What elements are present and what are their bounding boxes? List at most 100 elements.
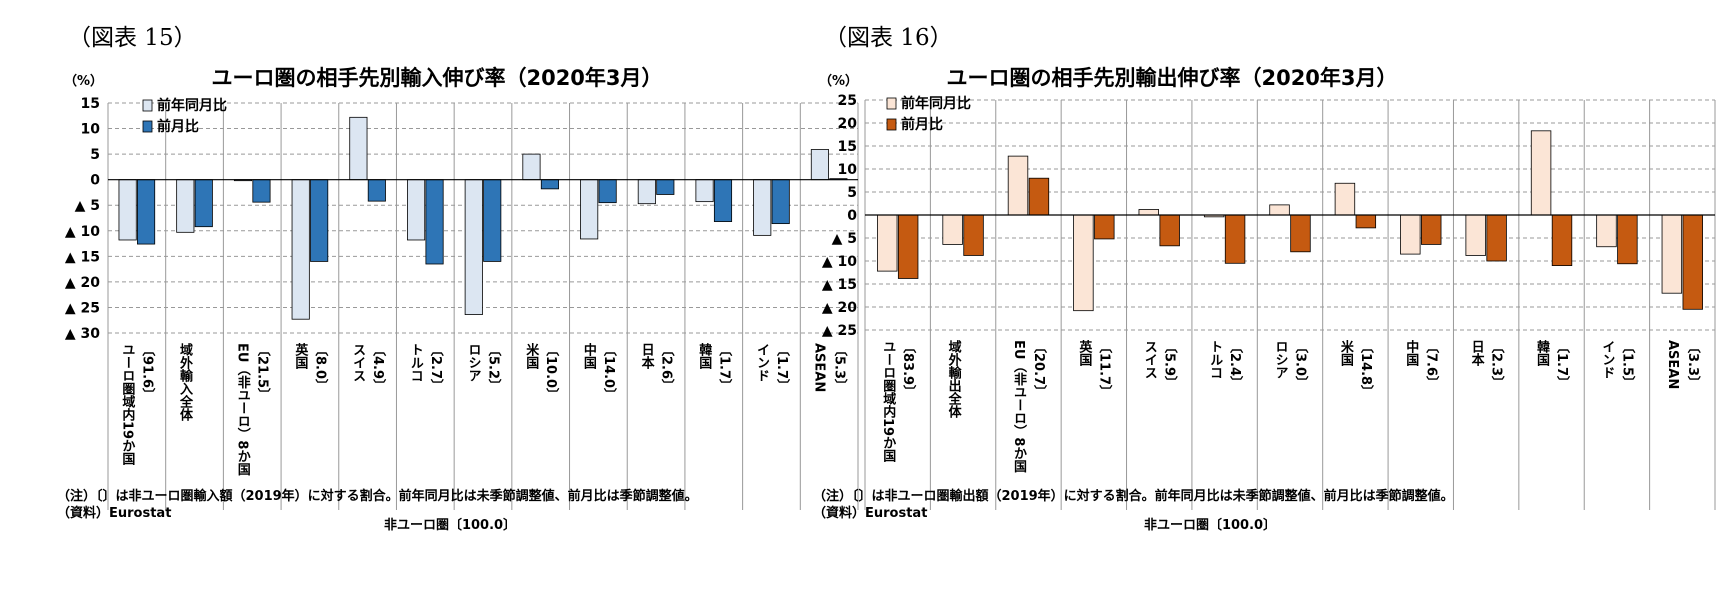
bar-mom bbox=[963, 214, 984, 256]
bar-yoy bbox=[1400, 214, 1421, 255]
bar-yoy bbox=[1138, 209, 1159, 216]
source-note: （資料）Eurostat bbox=[813, 506, 928, 521]
bar-mom bbox=[1159, 214, 1180, 247]
category-label: ASEAN bbox=[812, 343, 827, 392]
category-share-label: 〔1.7〕 bbox=[1554, 340, 1571, 389]
category-label: ロシア bbox=[1273, 340, 1288, 379]
bar-yoy bbox=[580, 179, 599, 240]
y-tick-label: ▲ 10 bbox=[822, 254, 857, 270]
y-tick-label: ▲ 15 bbox=[822, 277, 857, 293]
category-label: トルコ bbox=[1207, 340, 1223, 379]
bar-mom bbox=[310, 179, 329, 262]
legend-entry: 前月比 bbox=[157, 118, 199, 135]
bar-mom bbox=[194, 179, 213, 228]
bar-yoy bbox=[1269, 204, 1290, 216]
bar-yoy bbox=[810, 149, 829, 181]
bar-mom bbox=[598, 179, 617, 204]
y-tick-label: ▲ 5 bbox=[832, 231, 857, 247]
category-label: 域外輸入全体 bbox=[177, 342, 194, 422]
bar-yoy bbox=[1007, 155, 1029, 216]
legend-entry: 前年同月比 bbox=[157, 97, 227, 114]
y-tick-label: ▲ 10 bbox=[65, 224, 100, 240]
category-share-label: 〔2.7〕 bbox=[428, 343, 445, 392]
figure-label: （図表 16） bbox=[824, 25, 953, 51]
category-share-label: 〔2.3〕 bbox=[1489, 340, 1506, 389]
category-share-label: 〔5.2〕 bbox=[486, 343, 503, 392]
bar-mom bbox=[1682, 214, 1703, 310]
category-share-label: 〔2.4〕 bbox=[1227, 340, 1244, 389]
chart-title: ユーロ圏の相手先別輸入伸び率（2020年3月） bbox=[211, 66, 663, 90]
legend-swatch-yoy bbox=[886, 97, 897, 110]
bar-mom bbox=[1486, 214, 1507, 262]
category-share-label: 〔3.0〕 bbox=[1293, 340, 1310, 389]
y-tick-label: ▲ 25 bbox=[822, 323, 857, 339]
category-share-label: 〔1.5〕 bbox=[1619, 340, 1636, 389]
footnote: （注）〔〕は非ユーロ圏輸出額（2019年）に対する割合。前年同月比は未季節調整値… bbox=[813, 489, 1454, 504]
y-tick-label: 15 bbox=[81, 96, 100, 112]
bar-mom bbox=[713, 179, 733, 222]
bar-mom bbox=[656, 179, 675, 195]
category-label: ユーロ圏域内19か国 bbox=[119, 343, 135, 467]
bar-mom bbox=[897, 214, 919, 279]
non-euro-group-label: 非ユーロ圏〔100.0〕 bbox=[1143, 518, 1277, 533]
bar-yoy bbox=[176, 179, 195, 233]
bar-yoy bbox=[1596, 214, 1617, 248]
category-label: 日本 bbox=[1469, 340, 1485, 367]
bar-yoy bbox=[1465, 214, 1486, 256]
bar-yoy bbox=[1334, 182, 1356, 216]
y-tick-label: 10 bbox=[81, 122, 101, 138]
category-share-label: 〔3.3〕 bbox=[1685, 340, 1702, 389]
category-share-label: 〔11.7〕 bbox=[1096, 340, 1113, 398]
category-label: EU（非ユーロ）8か国 bbox=[1011, 340, 1028, 474]
bar-yoy bbox=[877, 214, 898, 272]
bar-yoy bbox=[1530, 130, 1552, 216]
y-unit-label: （%） bbox=[64, 74, 104, 89]
import-chart-panel: （図表 15） ユーロ圏の相手先別輸入伸び率（2020年3月） （%） 15 10… bbox=[57, 25, 859, 533]
bar-yoy bbox=[753, 179, 772, 236]
y-tick-label: 25 bbox=[838, 93, 857, 109]
category-label: 域外輸出全体 bbox=[946, 339, 963, 419]
category-share-label: 〔2.6〕 bbox=[659, 343, 676, 392]
legend-swatch-mom bbox=[886, 118, 897, 131]
legend-entry: 前月比 bbox=[901, 116, 943, 133]
y-tick-label: ▲ 25 bbox=[65, 300, 100, 316]
category-label: スイス bbox=[350, 343, 366, 382]
y-tick-label: 0 bbox=[90, 173, 100, 189]
category-share-label: 〔5.3〕 bbox=[832, 343, 849, 392]
bar-yoy bbox=[1661, 214, 1683, 294]
bar-yoy bbox=[522, 153, 541, 181]
bar-yoy bbox=[464, 179, 483, 316]
category-share-label: 〔4.9〕 bbox=[370, 343, 387, 392]
category-label: 日本 bbox=[639, 343, 655, 370]
non-euro-group-label: 非ユーロ圏〔100.0〕 bbox=[383, 518, 517, 533]
y-tick-label: 10 bbox=[838, 162, 858, 178]
bar-mom bbox=[1290, 214, 1311, 253]
category-share-label: 〔14.0〕 bbox=[601, 343, 618, 401]
y-tick-label: ▲ 20 bbox=[65, 275, 100, 291]
category-label: インド bbox=[1599, 340, 1615, 379]
bar-mom bbox=[1094, 214, 1115, 240]
category-share-label: 〔1.7〕 bbox=[716, 343, 733, 392]
y-tick-label: 5 bbox=[90, 147, 100, 163]
bar-mom bbox=[483, 179, 502, 262]
category-label: 英国 bbox=[292, 342, 309, 370]
source-note: （資料）Eurostat bbox=[57, 506, 172, 521]
bar-mom bbox=[1421, 214, 1442, 245]
category-label: ユーロ圏域内19か国 bbox=[880, 340, 896, 464]
category-share-label: 〔91.6〕 bbox=[139, 343, 156, 401]
category-share-label: 〔10.0〕 bbox=[543, 343, 560, 401]
y-tick-label: ▲ 20 bbox=[822, 300, 857, 316]
y-tick-label: 5 bbox=[847, 185, 857, 201]
bar-yoy bbox=[349, 116, 368, 181]
category-label: EU（非ユーロ）8か国 bbox=[235, 343, 252, 477]
bar-mom bbox=[425, 179, 444, 265]
export-chart-panel: （図表 16） ユーロ圏の相手先別輸出伸び率（2020年3月） （%） 25 20… bbox=[813, 0, 1734, 593]
category-label: 米国 bbox=[523, 342, 539, 370]
legend-swatch-mom bbox=[142, 120, 153, 133]
bar-yoy bbox=[637, 179, 656, 205]
bar-yoy bbox=[118, 179, 137, 241]
bar-mom bbox=[137, 179, 156, 245]
